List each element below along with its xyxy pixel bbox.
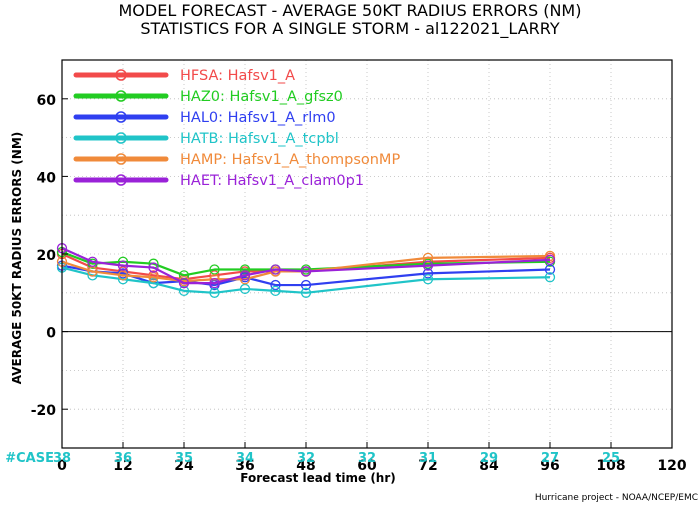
y-tick-label: 0 — [46, 326, 56, 342]
legend-item: HATB: Hafsv1_A_tcpbl — [73, 131, 339, 147]
data-point — [300, 266, 312, 277]
series-layer — [56, 243, 556, 298]
legend-label: HAL0: Hafsv1_A_rlm0 — [180, 110, 336, 126]
y-tick-label: 60 — [37, 93, 57, 109]
data-point — [117, 260, 129, 271]
series-line — [61, 266, 551, 294]
case-label: #CASE — [5, 451, 54, 466]
legend-marker — [115, 90, 127, 102]
legend: HFSA: Hafsv1_A HAZ0: Hafsv1_A_gfsz0 HAL0: … — [73, 68, 400, 189]
case-count: 27 — [541, 451, 559, 466]
case-count: 32 — [358, 451, 376, 466]
x-tick-label: 48 — [296, 458, 315, 474]
x-tick-label: 72 — [418, 458, 437, 474]
case-count: 31 — [419, 451, 437, 466]
data-point — [270, 285, 281, 297]
chart-subtitle: STATISTICS FOR A SINGLE STORM - al122021… — [140, 19, 559, 39]
x-tick-label: 24 — [174, 458, 194, 474]
data-point — [422, 274, 434, 285]
data-point — [209, 264, 220, 275]
data-point — [422, 268, 434, 279]
x-tick-label: 84 — [479, 458, 499, 474]
x-tick-label: 120 — [657, 458, 686, 474]
legend-label: HAET: Hafsv1_A_clam0p1 — [180, 173, 364, 189]
legend-label: HAZ0: Hafsv1_A_gfsz0 — [180, 89, 343, 105]
data-point — [300, 279, 312, 291]
case-count: 32 — [297, 451, 315, 466]
data-point — [300, 287, 312, 298]
y-tick-label: 20 — [37, 248, 57, 264]
x-tick-label: 108 — [596, 458, 625, 474]
data-point — [148, 262, 159, 273]
x-axis-ticks: 0 12 24 36 48 60 72 84 96 108 120 — [57, 442, 687, 474]
chart-title: MODEL FORECAST - AVERAGE 50KT RADIUS ERR… — [119, 1, 582, 20]
data-point — [209, 287, 220, 298]
data-point — [422, 252, 434, 264]
case-counts: #CASE 38 36 35 34 32 32 31 29 27 25 — [5, 451, 620, 466]
data-point — [544, 264, 556, 275]
x-axis-label: Forecast lead time (hr) — [240, 471, 396, 485]
data-point — [178, 270, 190, 281]
x-tick-label: 36 — [235, 458, 254, 474]
case-count: 38 — [53, 451, 71, 466]
case-count: 25 — [602, 451, 620, 466]
legend-item: HAZ0: Hafsv1_A_gfsz0 — [73, 89, 343, 105]
legend-item: HAL0: Hafsv1_A_rlm0 — [73, 110, 336, 126]
data-point — [87, 266, 98, 277]
data-point — [239, 270, 251, 281]
data-point — [270, 264, 281, 275]
y-axis-ticks: -20 0 20 40 60 — [31, 93, 68, 419]
legend-marker — [115, 153, 127, 165]
data-point — [422, 260, 434, 271]
data-point — [270, 279, 281, 291]
y-tick-label: 40 — [37, 170, 57, 186]
credit-text: Hurricane project - NOAA/NCEP/EMC — [535, 493, 698, 503]
data-point — [239, 283, 251, 295]
legend-item: HAMP: Hafsv1_A_thompsonMP — [73, 152, 400, 168]
data-point — [117, 270, 129, 281]
series — [56, 243, 556, 289]
data-point — [178, 277, 190, 289]
legend-item: HFSA: Hafsv1_A — [73, 68, 295, 84]
data-point — [239, 264, 251, 275]
series-line — [61, 247, 551, 285]
y-axis-label: AVERAGE 50KT RADIUS ERRORS (NM) — [10, 132, 24, 384]
case-count: 35 — [175, 451, 193, 466]
legend-marker — [115, 174, 127, 186]
legend-marker — [115, 111, 127, 123]
x-tick-label: 96 — [540, 458, 559, 474]
x-tick-label: 0 — [57, 458, 67, 474]
data-point — [544, 254, 556, 265]
data-point — [148, 277, 159, 289]
legend-marker — [115, 69, 127, 81]
y-tick-label: -20 — [31, 403, 57, 419]
x-tick-label: 12 — [113, 458, 132, 474]
data-point — [544, 272, 556, 283]
series-line — [61, 264, 551, 287]
case-count: 36 — [114, 451, 132, 466]
legend-item: HAET: Hafsv1_A_clam0p1 — [73, 173, 364, 189]
case-count: 29 — [480, 451, 498, 466]
data-point — [87, 256, 98, 267]
data-point — [209, 277, 220, 289]
data-point — [148, 272, 159, 283]
legend-label: HFSA: Hafsv1_A — [180, 68, 295, 84]
legend-label: HAMP: Hafsv1_A_thompsonMP — [180, 152, 400, 168]
data-point — [178, 285, 190, 297]
legend-label: HATB: Hafsv1_A_tcpbl — [180, 131, 339, 147]
x-tick-label: 60 — [357, 458, 377, 474]
legend-marker — [115, 132, 127, 144]
case-count: 34 — [236, 451, 254, 466]
